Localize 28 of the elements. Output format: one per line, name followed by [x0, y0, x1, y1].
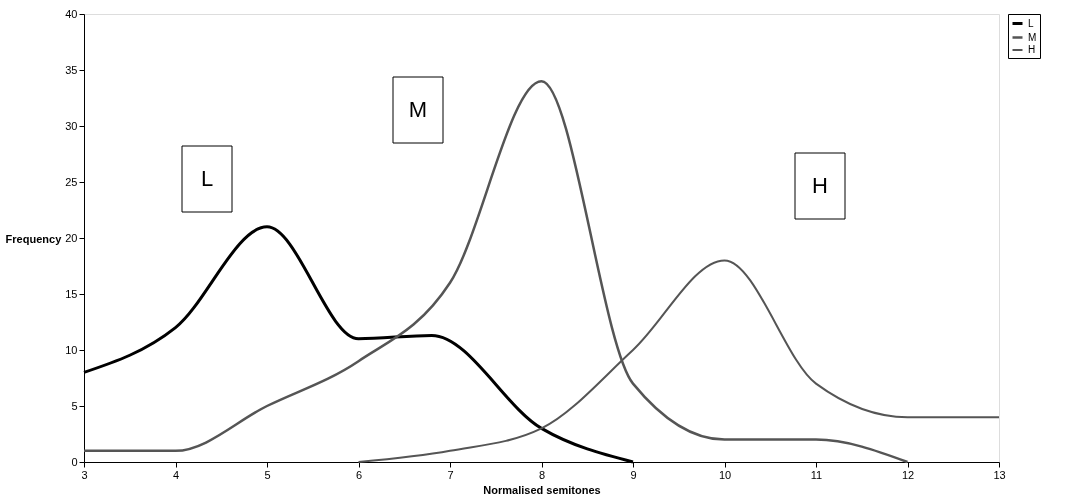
y-tick-label: 25 — [65, 175, 78, 188]
x-tick-label: 9 — [630, 468, 637, 481]
x-axis-title: Normalised semitones — [483, 483, 601, 496]
y-tick-label: 30 — [65, 119, 78, 132]
x-tick-label: 6 — [355, 468, 363, 481]
x-tick-label: 13 — [993, 468, 1006, 481]
legend-label: H — [1028, 44, 1036, 55]
y-tick-label: 40 — [65, 7, 78, 20]
x-tick-label: 11 — [810, 468, 823, 481]
y-tick-label: 0 — [71, 455, 78, 468]
y-tick-label: 10 — [65, 343, 78, 356]
annotation: H — [812, 173, 828, 198]
x-tick-label: 3 — [81, 468, 88, 481]
y-tick-label: 5 — [71, 399, 78, 412]
legend-label: L — [1028, 17, 1034, 29]
x-tick-label: 4 — [172, 468, 180, 481]
y-tick-label: 15 — [65, 287, 78, 300]
x-tick-label: 12 — [901, 468, 915, 481]
annotation: M — [408, 97, 428, 122]
legend-label: M — [1028, 31, 1037, 43]
x-tick-label: 7 — [447, 468, 454, 481]
y-axis-title: Frequency — [5, 232, 63, 245]
x-tick-label: 5 — [264, 468, 271, 481]
y-tick-label: 20 — [65, 231, 78, 244]
x-tick-label: 8 — [538, 468, 546, 481]
x-tick-label: 10 — [718, 468, 732, 481]
y-tick-label: 35 — [65, 63, 78, 76]
annotation: L — [200, 166, 214, 191]
